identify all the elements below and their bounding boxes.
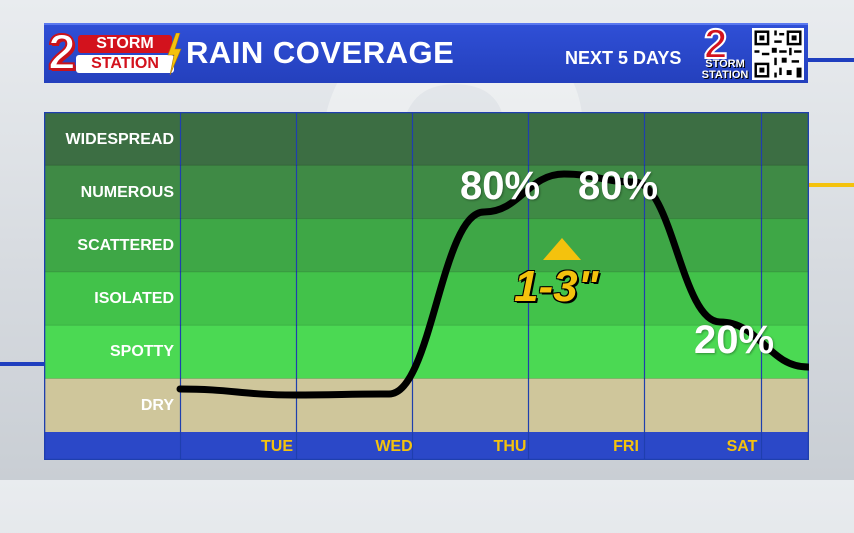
page-title: RAIN COVERAGE [186,35,455,70]
level-band-numerous [44,165,809,220]
brand-station-text: STATION [701,69,749,81]
x-tick-label-fri: FRI [613,438,639,455]
lightning-bolt-icon [167,33,182,75]
level-label-dry: DRY [140,397,174,414]
x-tick-label-wed: WED [375,438,413,455]
level-label-numerous: NUMEROUS [80,184,174,201]
rain-amount-label: 1-3" [514,262,599,311]
x-tick-label-sat: SAT [726,438,758,455]
rain-coverage-chart: WIDESPREAD NUMEROUS SCATTERED ISOLATED S… [44,112,809,460]
chart-border [44,112,809,460]
storm-station-logo: STORM STATION 2 [47,26,182,78]
header-bar: STORM STATION 2 RAIN COVERAGE NEXT 5 DAY… [44,20,808,83]
chart-canvas [44,112,809,460]
level-band-widespread [44,112,809,166]
level-label-isolated: ISOLATED [94,290,174,307]
page-subtitle: NEXT 5 DAYS [565,48,682,68]
station-brand-logo: 2 STORM STATION [698,20,752,83]
left-accent-line [0,362,44,366]
level-label-spotty: SPOTTY [109,343,174,360]
data-label-fri: 80% [578,164,659,208]
x-tick-label-tue: TUE [261,438,293,455]
brand-number: 2 [703,20,728,67]
level-label-widespread: WIDESPREAD [65,131,174,148]
level-band-dry [44,378,809,433]
right-accent-line-yellow [808,183,854,187]
up-triangle-icon [543,238,581,260]
x-axis-bar [44,432,809,460]
logo-station-text: STATION [76,55,174,73]
brand-storm-text: STORM [705,58,745,70]
data-label-thu: 80% [460,164,541,208]
logo-storm-text: STORM [78,35,172,53]
data-label-sat: 20% [694,318,775,362]
x-tick-label-thu: THU [493,438,527,455]
rain-coverage-line [176,170,809,399]
qr-code-icon [752,28,804,80]
level-band-isolated [44,271,809,326]
level-label-scattered: SCATTERED [77,237,174,254]
right-accent-line-blue [808,58,854,62]
logo-number: 2 [47,24,77,80]
